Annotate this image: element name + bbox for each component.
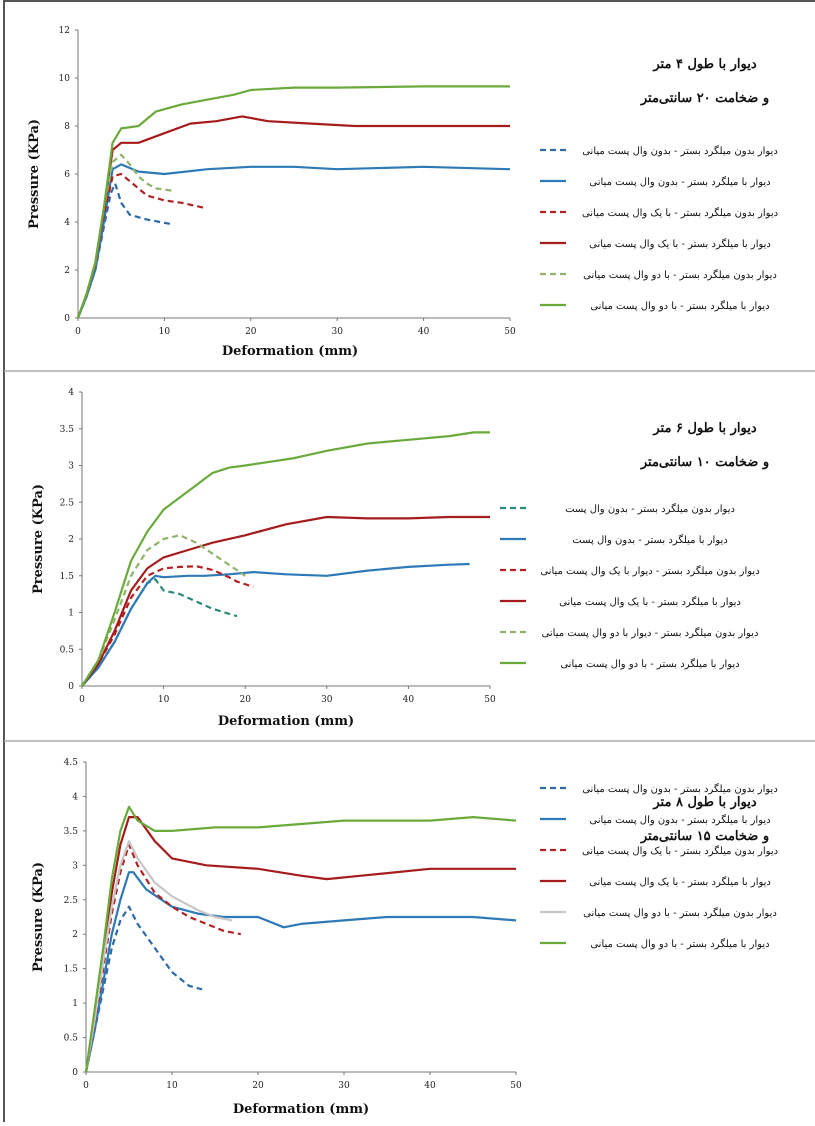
y-tick-label: 4.5 xyxy=(64,758,79,768)
y-axis-label: Pressure (KPa) xyxy=(31,862,46,972)
legend-entry: دیوار با میلگرد بستر - بدون وال پست میان… xyxy=(589,176,770,188)
x-tick-label: 0 xyxy=(75,327,81,337)
x-tick-label: 50 xyxy=(484,695,496,705)
x-tick-label: 20 xyxy=(239,695,251,705)
series-line-5 xyxy=(84,840,233,1073)
series-line-5 xyxy=(76,153,174,319)
series-line-3 xyxy=(76,172,204,319)
legend-entry: دیوار با میلگرد بستر - با دو وال پست میا… xyxy=(590,300,769,312)
x-axis-label: Deformation (mm) xyxy=(222,344,358,359)
y-tick-label: 8 xyxy=(64,122,70,132)
y-tick-label: 2 xyxy=(68,535,74,545)
chart-title-line: دیوار با طول ۴ متر xyxy=(652,57,756,72)
legend-entry: دیوار با میلگرد بستر - با یک وال پست میا… xyxy=(559,596,741,608)
x-tick-label: 30 xyxy=(321,695,333,705)
y-tick-label: 3 xyxy=(68,462,74,472)
x-tick-label: 50 xyxy=(504,327,516,337)
legend-entry: دیوار بدون میلگرد بستر - با یک وال پست م… xyxy=(582,845,778,857)
series-line-1 xyxy=(81,578,238,687)
chart-panel-1: 0 2 4 6 8 10 12 0 10 20 30 40 50 Deformation (mm) Pres… xyxy=(27,26,778,359)
x-tick-label: 50 xyxy=(510,1081,522,1091)
x-tick-label: 20 xyxy=(245,327,257,337)
chart-title-line: دیوار با طول ۸ متر xyxy=(652,795,756,810)
y-axis-label: Pressure (KPa) xyxy=(31,484,46,594)
x-tick-label: 30 xyxy=(338,1081,350,1091)
y-tick-label: 1 xyxy=(68,609,74,619)
series-line-1 xyxy=(84,905,203,1073)
series-line-2 xyxy=(76,163,511,319)
x-tick-label: 40 xyxy=(403,695,415,705)
series-line-4 xyxy=(76,115,510,319)
legend-entry: دیوار با میلگرد بستر - بدون وال پست xyxy=(572,534,728,546)
legend-entry: دیوار با میلگرد بستر - با یک وال پست میا… xyxy=(589,876,771,888)
legend-entry: دیوار بدون میلگرد بستر - بدون وال پست xyxy=(565,503,735,515)
series-line-3 xyxy=(81,565,254,687)
legend-entry: دیوار بدون میلگرد بستر - بدون وال پست می… xyxy=(582,145,778,157)
legend-entry: دیوار با میلگرد بستر - با یک وال پست میا… xyxy=(589,238,771,250)
x-axis-label: Deformation (mm) xyxy=(233,1102,369,1117)
series-line-2 xyxy=(81,562,470,687)
y-tick-label: 2 xyxy=(64,266,70,276)
series-line-4 xyxy=(81,515,490,687)
y-tick-label: 1.5 xyxy=(60,572,75,582)
x-tick-label: 10 xyxy=(158,695,170,705)
series-line-5 xyxy=(81,534,246,687)
legend-entry: دیوار بدون میلگرد بستر - با دو وال پست م… xyxy=(583,907,777,919)
x-tick-label: 0 xyxy=(79,695,85,705)
x-tick-label: 0 xyxy=(83,1081,89,1091)
y-tick-label: 4 xyxy=(72,792,78,802)
x-tick-label: 10 xyxy=(159,327,171,337)
chart-panel-3: 0 0.5 1 1.5 2 2.5 3 3.5 4 4.5 0 10 20 30 40 50 Deformati… xyxy=(31,758,778,1117)
y-axis-label: Pressure (KPa) xyxy=(27,119,42,229)
x-axis-label: Deformation (mm) xyxy=(218,714,354,729)
y-tick-label: 1 xyxy=(72,999,78,1009)
y-tick-label: 2.5 xyxy=(64,896,79,906)
x-tick-label: 30 xyxy=(331,327,343,337)
x-tick-label: 40 xyxy=(418,327,430,337)
y-tick-label: 2 xyxy=(72,930,78,940)
y-tick-label: 3 xyxy=(72,861,78,871)
y-tick-label: 0 xyxy=(64,314,70,324)
y-tick-label: 2.5 xyxy=(60,498,75,508)
legend-entry: دیوار بدون میلگرد بستر - دیوار با یک وال… xyxy=(540,565,759,577)
legend-entry: دیوار بدون میلگرد بستر - با یک وال پست م… xyxy=(582,207,778,219)
y-tick-label: 4 xyxy=(64,218,70,228)
y-tick-label: 10 xyxy=(59,74,71,84)
legend-entry: دیوار با میلگرد بستر - بدون وال پست میان… xyxy=(589,814,770,826)
legend-entry: دیوار بدون میلگرد بستر - با دو وال پست م… xyxy=(583,269,777,281)
y-tick-label: 6 xyxy=(64,170,70,180)
series-line-6 xyxy=(84,805,517,1073)
y-tick-label: 3.5 xyxy=(64,827,79,837)
chart-title-line: و ضخامت ۲۰ سانتی‌متر xyxy=(640,91,769,106)
x-tick-label: 40 xyxy=(424,1081,436,1091)
chart-title-line: و ضخامت ۱۵ سانتی‌متر xyxy=(640,829,769,844)
series-line-6 xyxy=(76,85,510,319)
series-line-1 xyxy=(76,182,174,319)
series-line-6 xyxy=(81,431,490,687)
y-tick-label: 0 xyxy=(68,682,74,692)
legend-entry: دیوار با میلگرد بستر - با دو وال پست میا… xyxy=(590,938,769,950)
series-line-2 xyxy=(84,871,517,1073)
y-tick-label: 0.5 xyxy=(64,1034,79,1044)
legend-entry: دیوار بدون میلگرد بستر - دیوار با دو وال… xyxy=(542,627,759,639)
x-tick-label: 20 xyxy=(252,1081,264,1091)
y-tick-label: 12 xyxy=(59,26,70,36)
chart-panel-2: 00.511.522.533.540 10 20 30 40 50Deformation … xyxy=(31,388,769,729)
y-tick-label: 0 xyxy=(72,1068,78,1078)
y-tick-label: 3.5 xyxy=(60,425,75,435)
y-tick-label: 0.5 xyxy=(60,645,75,655)
y-tick-label: 4 xyxy=(68,388,74,398)
chart-title-line: دیوار با طول ۶ متر xyxy=(652,421,756,436)
x-tick-label: 10 xyxy=(166,1081,178,1091)
series-line-4 xyxy=(84,815,516,1073)
chart-title-line: و ضخامت ۱۰ سانتی‌متر xyxy=(640,455,769,470)
y-tick-label: 1.5 xyxy=(64,965,79,975)
legend-entry: دیوار با میلگرد بستر - با دو وال پست میا… xyxy=(560,658,739,670)
legend-entry: دیوار بدون میلگرد بستر - بدون وال پست می… xyxy=(582,783,778,795)
